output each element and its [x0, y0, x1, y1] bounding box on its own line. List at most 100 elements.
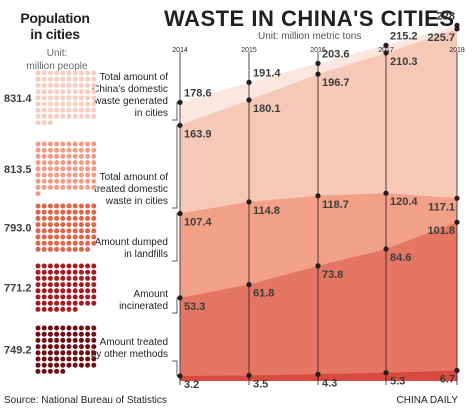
population-dot-2014 [47, 337, 53, 343]
population-dot-2015 [78, 300, 84, 306]
population-dot-2014 [72, 356, 78, 362]
series-label-generated-line4: in cities [135, 108, 168, 119]
population-dot-2018 [85, 95, 91, 101]
population-dot-2018 [85, 70, 91, 76]
population-dot-2015 [47, 294, 53, 300]
data-point-other-2018 [454, 367, 460, 374]
population-dot-2016 [54, 203, 60, 209]
population-dot-2015 [78, 282, 84, 288]
data-label-generated-2017: 215.2 [390, 30, 418, 42]
population-dot-2015 [78, 294, 84, 300]
population-dot-2016 [72, 228, 78, 234]
population-dot-2016 [41, 246, 47, 252]
population-dot-2015 [72, 282, 78, 288]
data-label-generated-2018: 228 [437, 10, 455, 22]
data-label-generated-2015: 191.4 [253, 67, 281, 79]
data-point-landfill-2018 [454, 195, 460, 201]
population-dot-2016 [60, 246, 66, 252]
population-dot-2017 [54, 160, 60, 166]
population-dot-2017 [41, 147, 47, 153]
population-dot-2018 [54, 101, 60, 107]
population-dot-2014 [66, 337, 72, 343]
population-dot-2017 [54, 141, 60, 147]
population-dot-2018 [66, 113, 72, 119]
data-point-other-2015 [246, 372, 252, 379]
population-dot-2016 [35, 234, 41, 240]
population-dot-2017 [66, 184, 72, 190]
population-dot-2016 [78, 203, 84, 209]
population-dot-2016 [66, 203, 72, 209]
data-point-generated-2016 [315, 60, 321, 66]
population-dot-2017 [35, 141, 41, 147]
population-dot-2018 [47, 120, 53, 126]
population-dot-2016 [78, 228, 84, 234]
population-dot-2015 [91, 282, 97, 288]
population-dot-2014 [35, 356, 41, 362]
population-dot-2016 [60, 222, 66, 228]
population-dot-2014 [91, 344, 97, 350]
data-point-incinerated-2015 [246, 282, 252, 288]
population-dot-2014 [78, 337, 84, 343]
population-dot-2015 [60, 288, 66, 294]
population-dot-2017 [47, 184, 53, 190]
population-dot-2014 [78, 331, 84, 337]
series-label-generated-line3: waste generated [93, 96, 168, 107]
population-dot-2016 [66, 215, 72, 221]
population-dot-2016 [47, 215, 53, 221]
population-dot-2016 [47, 234, 53, 240]
population-dot-2018 [41, 70, 47, 76]
series-label-generated-line1: Total amount of [100, 72, 169, 83]
population-dot-2017 [85, 166, 91, 172]
population-value-2017: 813.5 [4, 164, 32, 176]
population-dot-2016 [85, 246, 91, 252]
series-label-incinerated-line1: Amount [134, 289, 169, 300]
population-dot-2015 [47, 263, 53, 269]
population-dot-2017 [60, 153, 66, 159]
population-dot-2016 [35, 240, 41, 246]
population-dot-2017 [54, 147, 60, 153]
population-dot-2017 [91, 184, 97, 190]
data-label-treated-2014: 163.9 [184, 128, 212, 140]
population-dot-2015 [35, 288, 41, 294]
population-dot-2016 [54, 222, 60, 228]
population-dot-2017 [78, 184, 84, 190]
population-dot-2018 [41, 95, 47, 101]
population-dot-2017 [66, 166, 72, 172]
data-point-incinerated-2017 [383, 246, 389, 252]
population-dot-2014 [60, 362, 66, 368]
population-dot-2017 [54, 178, 60, 184]
population-dot-2016 [78, 215, 84, 221]
data-label-other-2016: 4.3 [322, 377, 337, 389]
population-dot-2014 [41, 325, 47, 331]
population-dot-2017 [66, 160, 72, 166]
population-dot-2014 [66, 362, 72, 368]
population-dot-2017 [35, 191, 41, 197]
population-dot-2014 [66, 325, 72, 331]
population-dot-2015 [85, 263, 91, 269]
population-dot-2018 [72, 82, 78, 88]
population-dot-2016 [54, 228, 60, 234]
population-dot-2014 [66, 331, 72, 337]
population-dot-2015 [41, 275, 47, 281]
population-dot-2015 [41, 263, 47, 269]
population-dot-2018 [41, 76, 47, 82]
population-dot-2014 [41, 344, 47, 350]
population-dot-2015 [54, 306, 60, 312]
population-dot-2017 [91, 141, 97, 147]
population-dot-2018 [60, 70, 66, 76]
population-dot-2014 [78, 350, 84, 356]
population-dot-2018 [60, 76, 66, 82]
population-dot-2015 [85, 269, 91, 275]
population-dot-2017 [66, 172, 72, 178]
data-point-treated-2018 [454, 26, 460, 32]
population-dot-2015 [91, 269, 97, 275]
population-dot-2015 [72, 306, 78, 312]
series-label-generated-line2: China's domestic [92, 84, 168, 95]
population-dot-2015 [85, 282, 91, 288]
data-point-treated-2015 [246, 97, 252, 103]
population-dot-2016 [35, 228, 41, 234]
leader-line-generated [172, 102, 180, 121]
data-label-generated-2014: 178.6 [184, 87, 212, 99]
population-dot-2014 [85, 325, 91, 331]
population-dot-2016 [72, 222, 78, 228]
